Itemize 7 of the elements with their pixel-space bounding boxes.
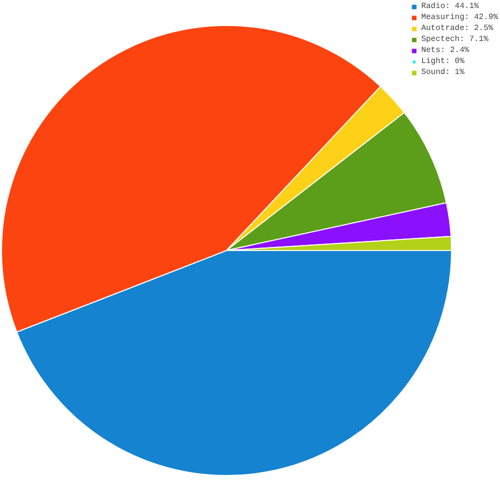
legend-label: Autotrade: 2.5% [421, 24, 494, 33]
legend-label: Radio: 44.1% [421, 2, 479, 11]
legend-label: Measuring: 42.9% [421, 13, 498, 22]
legend-label: Spectech: 7.1% [421, 35, 488, 44]
legend-label: Sound: 1% [421, 68, 464, 77]
legend-label: Nets: 2.4% [421, 46, 470, 55]
legend-label: Light: 0% [421, 57, 464, 66]
